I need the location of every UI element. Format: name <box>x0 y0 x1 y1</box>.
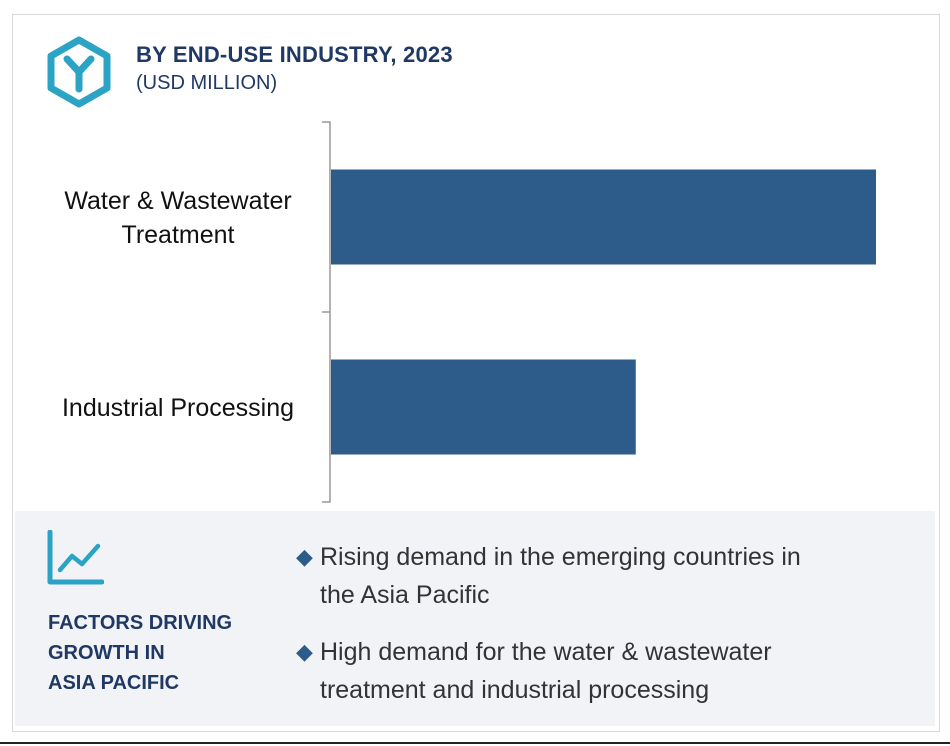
trend-line-chart-icon <box>47 530 104 585</box>
factors-title-line: GROWTH IN <box>48 642 165 664</box>
hexagon-y-logo-icon <box>47 36 111 108</box>
diamond-bullet-icon: ◆ <box>296 639 313 664</box>
chart-subtitle: (USD MILLION) <box>136 72 278 94</box>
bar-chart: Water & Wastewater Treatment Industrial Pr… <box>62 121 876 503</box>
factors-panel <box>15 511 935 726</box>
chart-title: BY END-USE INDUSTRY, 2023 <box>136 42 453 67</box>
factor-bullet-1: ◆ Rising demand in the emerging countrie… <box>296 538 896 614</box>
bottom-border <box>0 742 950 744</box>
factor-bullet-line: High demand for the water & wastewater <box>320 638 772 666</box>
bar <box>331 359 636 455</box>
category-label: Water & Wastewater <box>64 187 291 215</box>
category-axis <box>322 121 331 503</box>
bar <box>331 169 876 265</box>
factors-title: FACTORS DRIVING GROWTH IN ASIA PACIFIC <box>48 608 278 698</box>
diamond-bullet-icon: ◆ <box>296 544 313 569</box>
factor-bullet-text: High demand for the water & wastewater t… <box>320 633 772 709</box>
category-label: Treatment <box>121 221 234 249</box>
factor-bullet-text: Rising demand in the emerging countries … <box>320 538 801 614</box>
factor-bullet-line: Rising demand in the emerging countries … <box>320 543 801 571</box>
factors-title-line: FACTORS DRIVING <box>48 612 233 634</box>
factor-bullet-2: ◆ High demand for the water & wastewater… <box>296 633 896 709</box>
category-label: Industrial Processing <box>62 394 294 422</box>
factor-bullet-line: treatment and industrial processing <box>320 676 710 704</box>
factors-title-line: ASIA PACIFIC <box>48 672 180 694</box>
factor-bullet-line: the Asia Pacific <box>320 581 490 609</box>
